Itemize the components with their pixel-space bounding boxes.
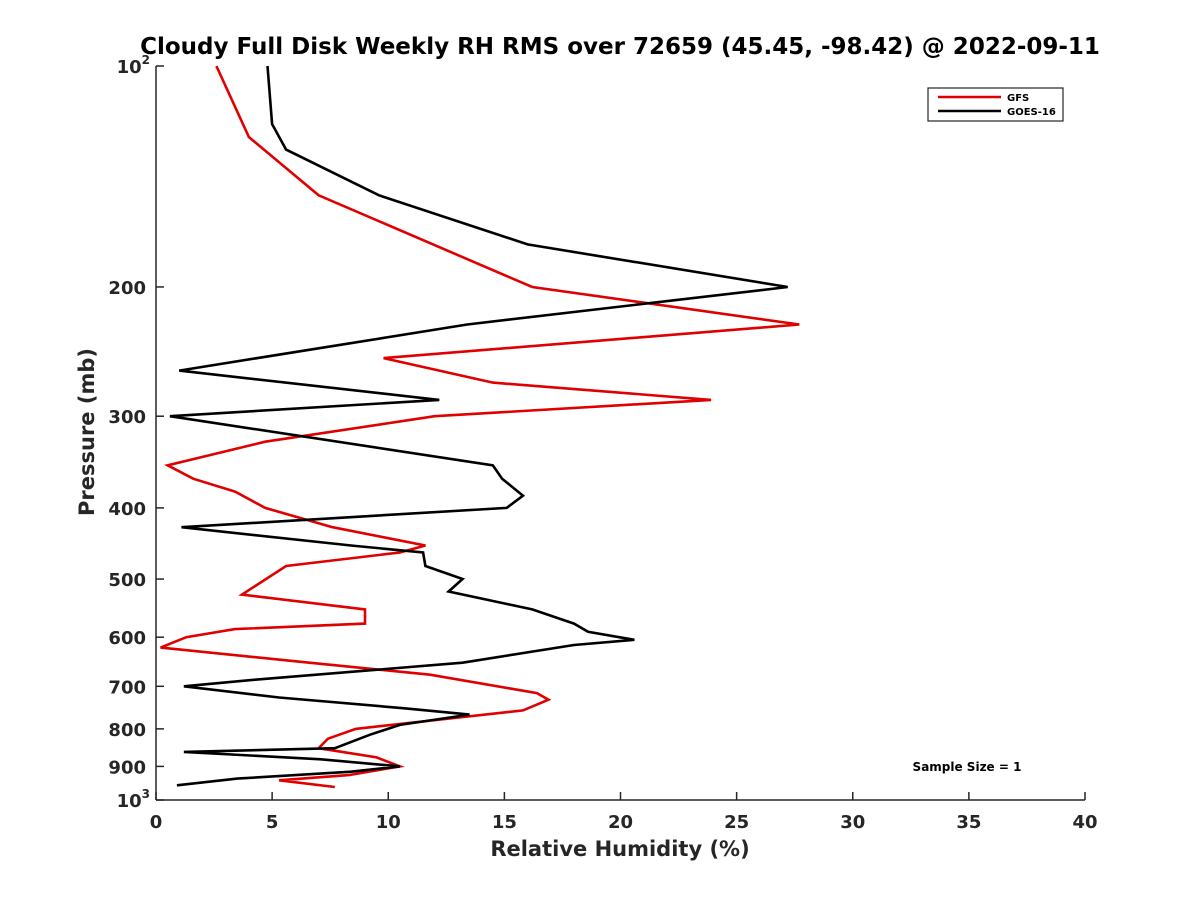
y-tick-base: 10 — [117, 791, 142, 812]
legend-label: GOES-16 — [1007, 107, 1056, 118]
x-axis-label: Relative Humidity (%) — [490, 837, 749, 861]
x-tick-label: 15 — [492, 812, 517, 833]
y-tick-exponent: 3 — [142, 787, 150, 801]
y-tick-label: 600 — [108, 628, 146, 649]
y-tick-label: 900 — [108, 757, 146, 778]
y-tick-label: 300 — [108, 407, 146, 428]
y-tick-label: 400 — [108, 499, 146, 520]
y-tick-label: 102 — [117, 53, 150, 78]
series-layer — [160, 65, 800, 789]
y-tick-label: 800 — [108, 720, 146, 741]
x-tick-label: 10 — [376, 812, 401, 833]
legend-label: GFS — [1007, 93, 1029, 104]
series-line-goes16 — [169, 65, 788, 787]
tick-labels: 0 5 10 15 20 25 30 35 40102200300400500600700800… — [108, 53, 1097, 833]
x-tick-label: 25 — [724, 812, 749, 833]
x-tick-label: 5 — [266, 812, 279, 833]
x-tick-label: 20 — [608, 812, 633, 833]
y-tick-exponent: 2 — [142, 53, 150, 67]
x-tick-label: 0 — [150, 812, 163, 833]
y-tick-label: 700 — [108, 677, 146, 698]
x-tick-label: 35 — [956, 812, 981, 833]
y-tick-label: 200 — [108, 278, 146, 299]
x-tick-label: 30 — [840, 812, 865, 833]
y-axis-label: Pressure (mb) — [75, 348, 99, 516]
legend-box — [927, 87, 1064, 122]
sample-size-annotation: Sample Size = 1 — [913, 760, 1022, 774]
chart-title: Cloudy Full Disk Weekly RH RMS over 7265… — [140, 34, 1100, 60]
y-tick-base: 10 — [117, 57, 142, 78]
series-line-gfs — [160, 65, 800, 789]
y-tick-label: 103 — [117, 787, 150, 812]
y-tick-label: 500 — [108, 570, 146, 591]
x-tick-label: 40 — [1072, 812, 1097, 833]
legend: GFS GOES-16 — [927, 87, 1064, 122]
